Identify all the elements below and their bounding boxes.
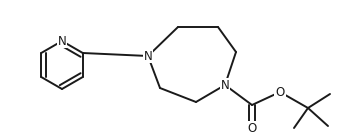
Text: O: O	[247, 122, 257, 135]
Text: N: N	[144, 50, 152, 62]
Text: N: N	[58, 34, 67, 47]
Text: O: O	[275, 86, 285, 99]
Text: N: N	[221, 79, 230, 92]
